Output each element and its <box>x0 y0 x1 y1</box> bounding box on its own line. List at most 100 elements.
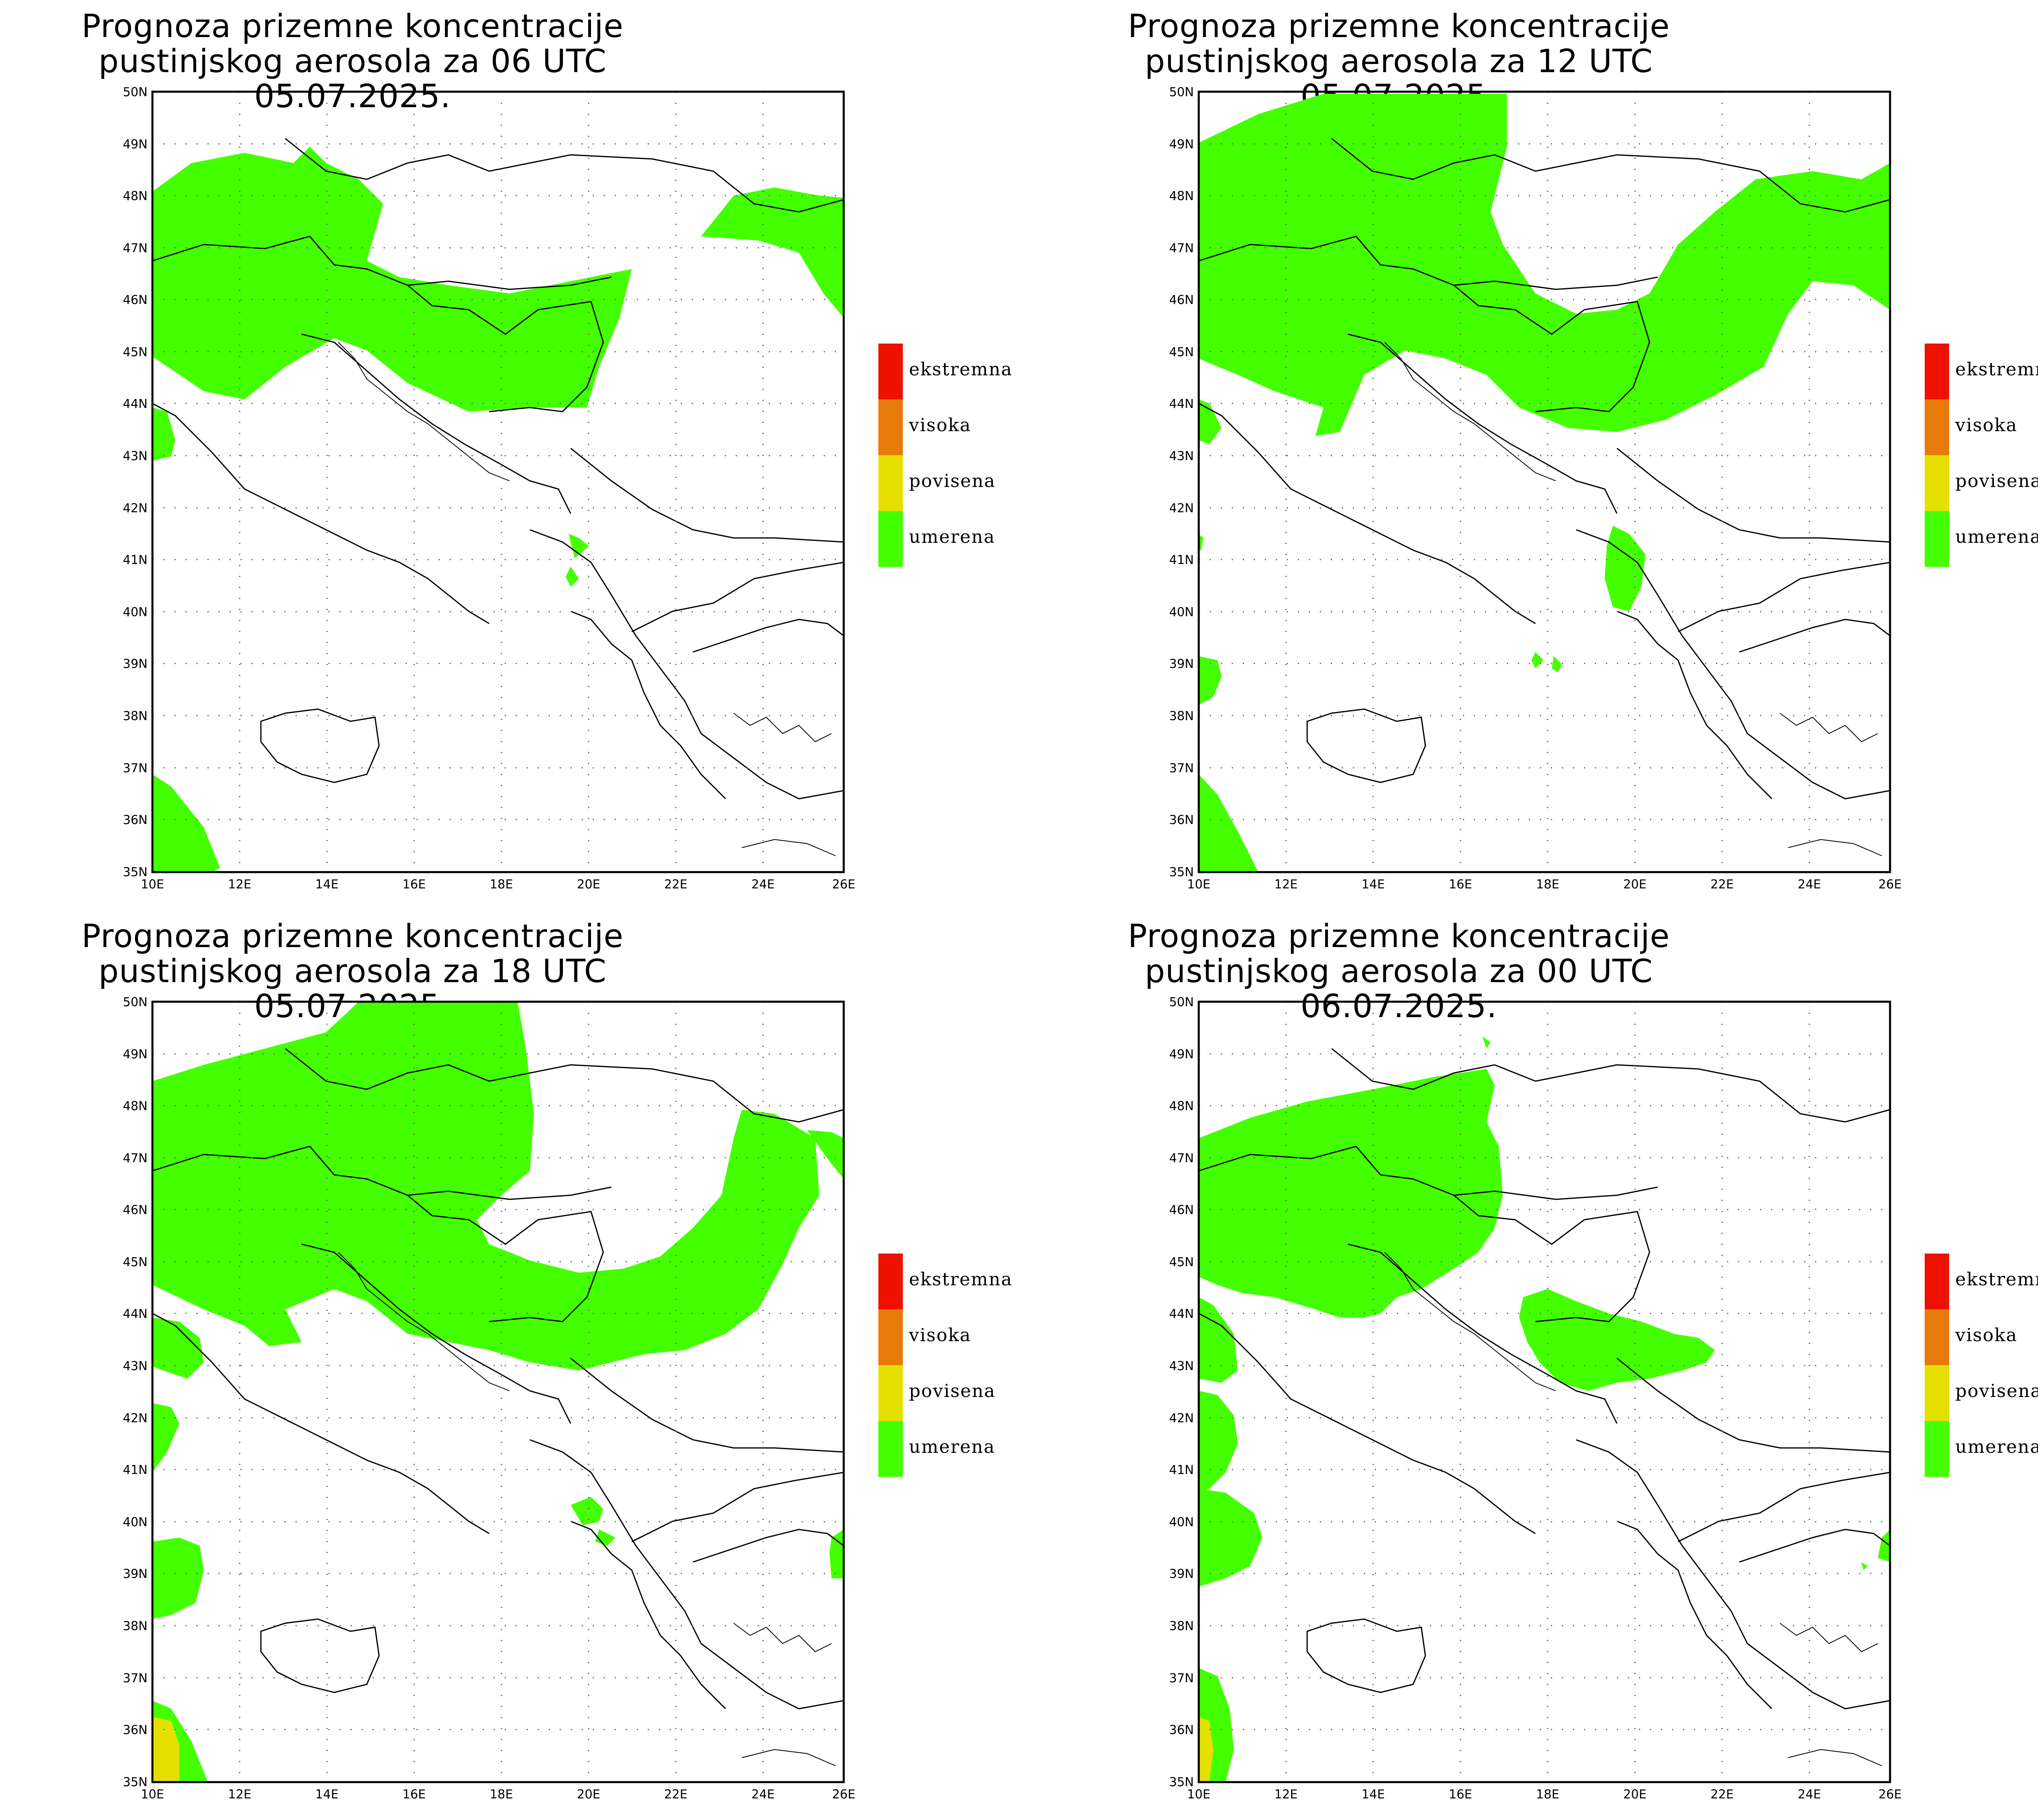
legend-label: umerena <box>1955 1437 2038 1457</box>
dust-area-umerena <box>1199 1297 1238 1383</box>
lat-label: 42N <box>123 501 148 516</box>
lon-label: 22E <box>664 877 687 892</box>
coastline-islands <box>338 342 836 856</box>
lat-label: 41N <box>1169 1463 1194 1477</box>
lon-label: 20E <box>577 877 600 892</box>
lat-label: 47N <box>1169 1151 1194 1166</box>
legend-label: visoka <box>909 415 971 436</box>
dust-area-umerena <box>152 1002 819 1371</box>
lon-label: 18E <box>490 877 513 892</box>
lat-lon-grid <box>152 92 844 872</box>
map-panel-1: Prognoza prizemne koncentracije pustinjs… <box>0 0 1046 910</box>
lat-lon-grid <box>152 1002 844 1782</box>
lon-label: 10E <box>1187 1787 1210 1802</box>
map-frame <box>1198 1000 1891 1783</box>
lon-label: 14E <box>1361 1787 1385 1802</box>
dust-area-umerena <box>1199 656 1222 705</box>
legend-swatch-umerena <box>1925 511 1949 567</box>
lat-tick-labels: 50N 49N 48N 47N 46N 45N 44N 43N 42N 41N … <box>1169 85 1194 879</box>
lat-label: 48N <box>123 1099 148 1113</box>
lat-label: 48N <box>1169 1099 1194 1113</box>
lat-label: 35N <box>123 1775 148 1789</box>
legend-label: visoka <box>1955 415 2018 436</box>
lat-label: 38N <box>1169 709 1194 723</box>
lon-label: 20E <box>577 1787 600 1802</box>
dust-area-umerena <box>152 1403 179 1472</box>
legend-swatch-umerena <box>878 511 903 567</box>
lat-label: 45N <box>1169 345 1194 359</box>
legend-label: ekstremna <box>1955 1269 2038 1290</box>
lon-label: 16E <box>402 1787 426 1802</box>
legend-label: visoka <box>1955 1325 2018 1346</box>
legend-label: povisena <box>1955 1381 2038 1401</box>
legend-swatch-umerena <box>878 1421 903 1477</box>
lon-label: 12E <box>1274 1787 1297 1802</box>
lon-label: 12E <box>228 1787 251 1802</box>
lon-label: 18E <box>1536 1787 1559 1802</box>
dust-area-umerena <box>152 1318 204 1379</box>
country-borders <box>1198 1048 1890 1710</box>
dust-area-umerena <box>1862 1562 1868 1570</box>
lon-label: 26E <box>1878 877 1901 892</box>
lon-label: 14E <box>315 1787 338 1802</box>
dust-area-umerena <box>1482 1036 1491 1049</box>
lon-label: 22E <box>664 1787 687 1802</box>
lon-label: 20E <box>1623 877 1646 892</box>
title-line-1: Prognoza prizemne koncentracije <box>82 918 624 955</box>
lon-label: 26E <box>832 877 855 892</box>
lat-tick-labels: 50N 49N 48N 47N 46N 45N 44N 43N 42N 41N … <box>123 995 148 1789</box>
legend-swatch-ekstremna <box>1925 344 1949 399</box>
dust-area-umerena <box>1199 1069 1503 1318</box>
legend-label: umerena <box>909 1437 995 1457</box>
lat-label: 46N <box>123 1203 148 1217</box>
legend-swatch-visoka <box>878 1309 903 1365</box>
lon-label: 18E <box>490 1787 513 1802</box>
lat-label: 43N <box>123 449 148 463</box>
lon-label: 24E <box>751 1787 774 1802</box>
lon-label: 26E <box>1878 1787 1901 1802</box>
lat-label: 40N <box>123 1515 148 1529</box>
dust-area-umerena <box>569 534 589 558</box>
lat-label: 50N <box>1169 85 1194 99</box>
dust-area-umerena <box>807 1130 844 1179</box>
lat-label: 36N <box>1169 813 1194 827</box>
lat-label: 35N <box>1169 865 1194 879</box>
lat-label: 45N <box>123 345 148 359</box>
coastline-islands <box>1384 342 1882 856</box>
lat-tick-labels: 50N 49N 48N 47N 46N 45N 44N 43N 42N 41N … <box>1169 995 1194 1789</box>
lat-label: 36N <box>1169 1723 1194 1737</box>
dust-areas <box>1199 1036 1890 1782</box>
lat-label: 38N <box>123 1619 148 1633</box>
lon-label: 14E <box>315 877 338 892</box>
lat-label: 44N <box>1169 397 1194 411</box>
lat-label: 47N <box>1169 241 1194 256</box>
lat-label: 36N <box>123 813 148 827</box>
title-line-2: pustinjskog aerosola za 00 UTC 06.07.202… <box>1145 953 1653 1025</box>
lat-label: 46N <box>123 293 148 307</box>
legend-label: ekstremna <box>909 1269 1013 1290</box>
legend-swatch-povisena <box>878 1365 903 1421</box>
lat-label: 49N <box>123 1047 148 1062</box>
dust-area-umerena <box>595 1529 615 1546</box>
dust-area-umerena <box>1531 652 1544 668</box>
forecast-map: 50N 49N 48N 47N 46N 45N 44N 43N 42N 41N … <box>123 85 855 892</box>
map-frame <box>151 90 845 873</box>
lon-label: 14E <box>1361 877 1385 892</box>
panel-title: Prognoza prizemne koncentracije pustinjs… <box>1046 919 1751 1024</box>
legend-swatch-visoka <box>1925 399 1949 455</box>
lat-label: 44N <box>123 1307 148 1321</box>
dust-area-umerena <box>829 1529 844 1578</box>
legend-label: umerena <box>909 527 995 547</box>
dust-area-umerena <box>571 1497 603 1525</box>
lon-label: 16E <box>402 877 426 892</box>
dust-area-umerena <box>1199 1391 1238 1493</box>
legend-swatch-povisena <box>1925 455 1949 511</box>
panel-title: Prognoza prizemne koncentracije pustinjs… <box>0 9 705 114</box>
country-borders <box>152 1048 844 1710</box>
lat-label: 38N <box>1169 1619 1194 1633</box>
lat-label: 42N <box>123 1411 148 1426</box>
legend-label: visoka <box>909 1325 971 1346</box>
lat-label: 35N <box>123 865 148 879</box>
lat-label: 45N <box>1169 1255 1194 1269</box>
lat-label: 39N <box>1169 1567 1194 1581</box>
